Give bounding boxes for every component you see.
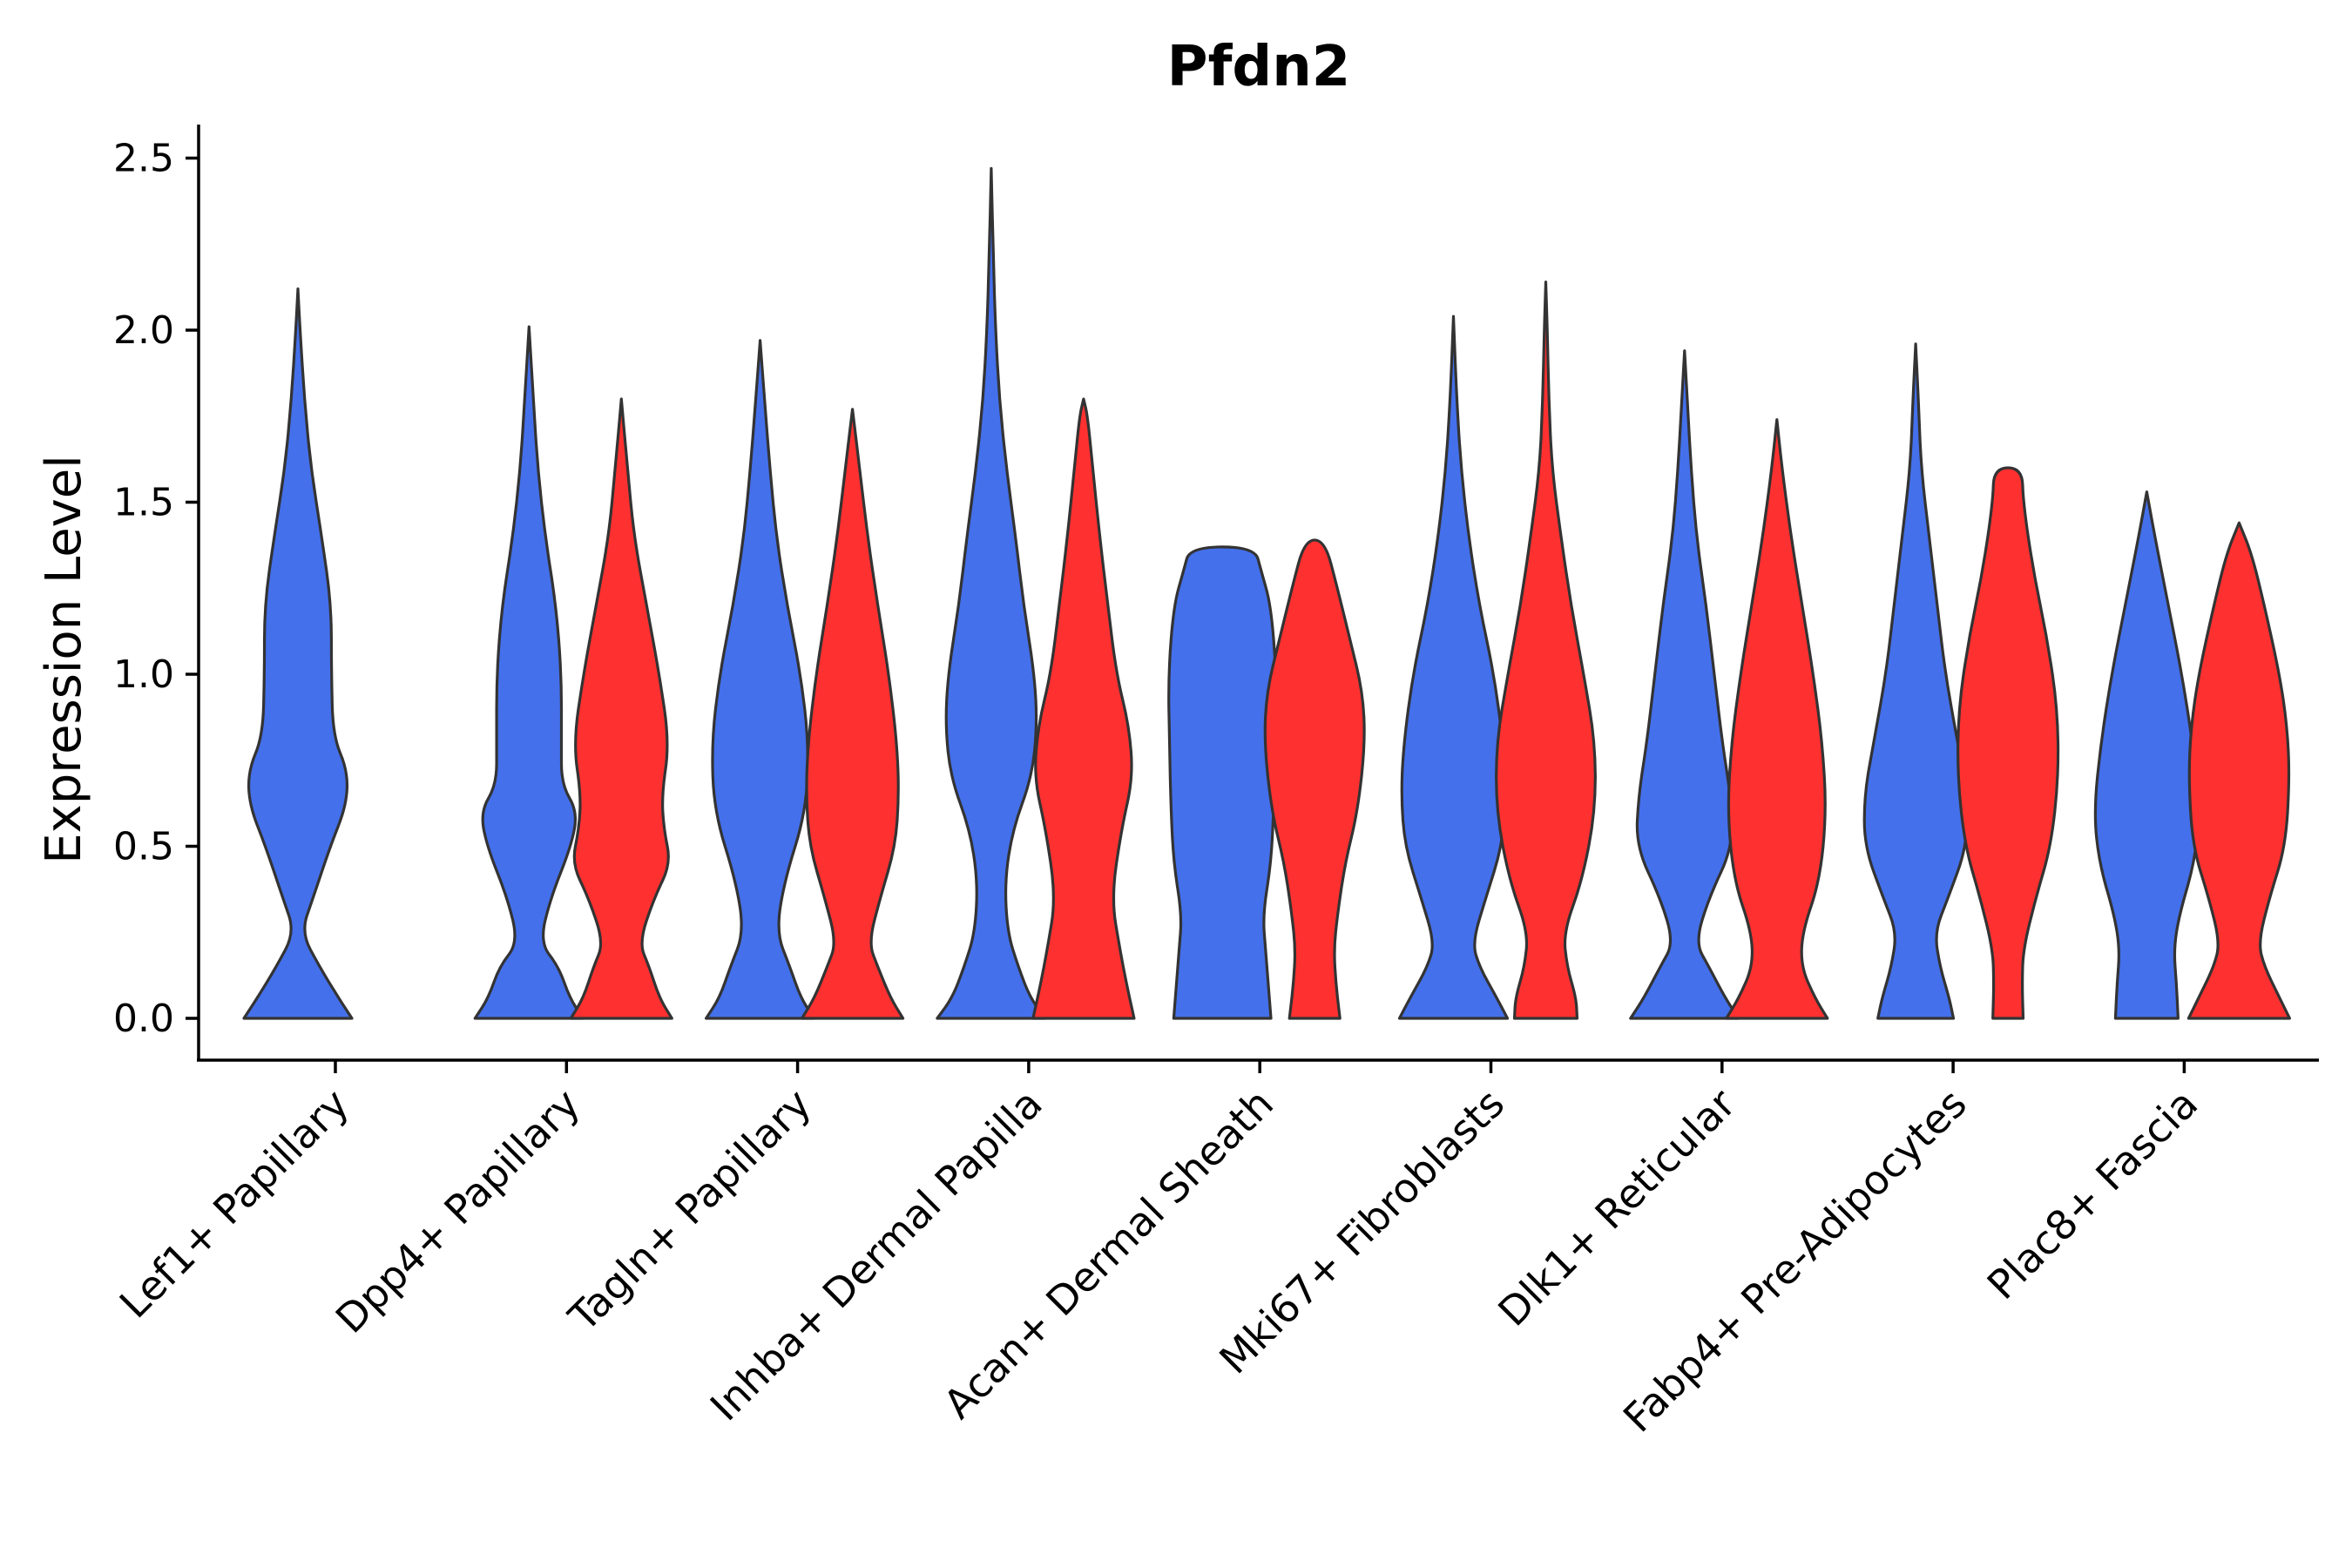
violin-blue <box>473 325 585 1020</box>
violin-blue <box>242 287 354 1020</box>
violin-blue <box>705 339 816 1020</box>
violin-red <box>1495 280 1597 1020</box>
violin-blue <box>1862 342 1969 1020</box>
x-category-label: Lef1+ Papillary <box>111 1080 358 1328</box>
y-tick-label: 2.0 <box>113 308 174 353</box>
violin-red <box>1957 466 2060 1020</box>
violin-red <box>2186 521 2291 1020</box>
violin-red <box>569 397 673 1020</box>
violin-red <box>1725 418 1829 1020</box>
x-category-label: Dlk1+ Reticular <box>1489 1080 1744 1335</box>
y-ticks: 0.0 0.5 1.0 1.5 2.0 2.5 <box>113 137 199 1041</box>
violin-blue <box>1629 349 1740 1020</box>
violin-red <box>1031 397 1136 1020</box>
violins-group <box>242 166 2291 1020</box>
violin-blue <box>2093 490 2200 1020</box>
y-tick-label: 0.5 <box>113 825 174 869</box>
violin-red <box>1263 538 1366 1020</box>
y-tick-label: 2.5 <box>113 137 174 181</box>
x-category-label: Plac8+ Fascia <box>1978 1080 2207 1308</box>
violin-red <box>801 408 905 1020</box>
violin-blue <box>936 166 1047 1020</box>
chart-title: Pfdn2 <box>1167 35 1351 99</box>
violin-blue <box>1167 545 1278 1020</box>
x-category-label: Tagln+ Papillary <box>559 1080 821 1342</box>
y-tick-label: 1.5 <box>113 481 174 525</box>
x-category-label: Dpp4+ Papillary <box>327 1080 589 1342</box>
violin-blue <box>1397 314 1510 1020</box>
y-axis-label: Expression Level <box>36 455 92 864</box>
y-tick-label: 1.0 <box>113 652 174 697</box>
y-tick-label: 0.0 <box>113 997 174 1041</box>
